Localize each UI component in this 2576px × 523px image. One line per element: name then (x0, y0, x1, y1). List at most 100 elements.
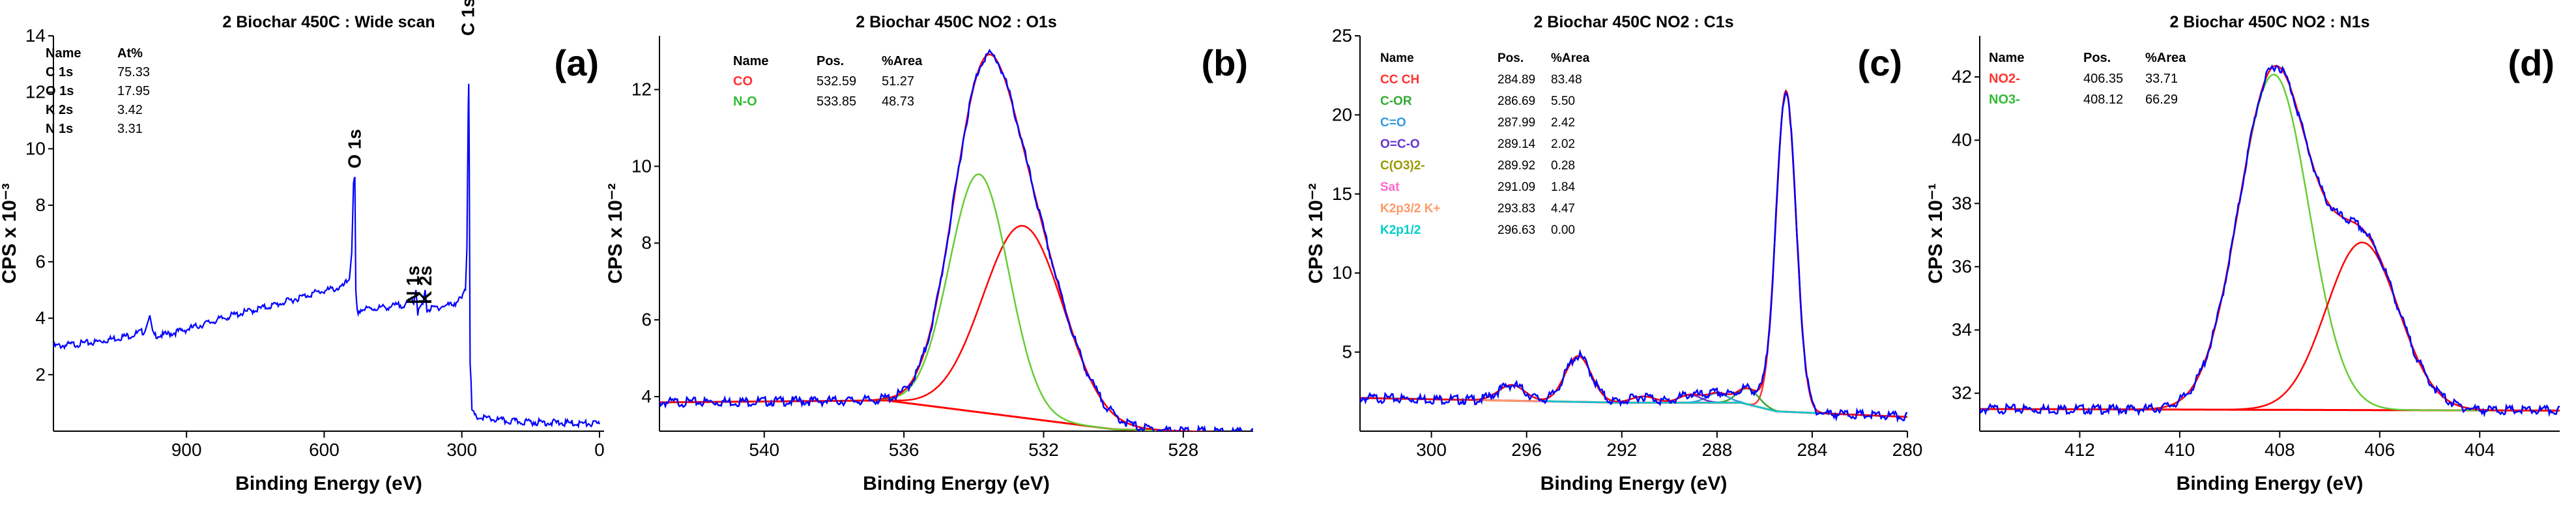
y-tick-label: 4 (35, 308, 46, 328)
y-axis-label: CPS x 10⁻¹ (1925, 183, 1946, 283)
table-cell: 17.95 (117, 84, 150, 98)
x-tick-label: 532 (1028, 440, 1059, 460)
table-cell: K 2s (46, 103, 73, 117)
y-tick-label: 5 (1342, 342, 1352, 362)
chart-title: 2 Biochar 450C NO2 : C1s (1533, 13, 1733, 31)
y-axis-label: CPS x 10⁻² (605, 183, 626, 283)
x-tick-label: 300 (446, 440, 477, 460)
table-header: Name (1989, 51, 2024, 65)
table-cell: 296.63 (1498, 223, 1535, 237)
table-cell: 2.42 (1551, 116, 1575, 130)
peak-annotation: N 1s (403, 266, 423, 304)
series-measured-data (1980, 64, 2560, 417)
x-tick-label: 0 (594, 440, 605, 460)
peak-annotation: K 2s (415, 266, 435, 304)
series-survey-line (53, 83, 601, 429)
chart-title: 2 Biochar 450C : Wide scan (222, 13, 435, 31)
table-header: At% (117, 46, 143, 61)
panel-label: (d) (2508, 42, 2554, 83)
x-tick-label: 284 (1797, 440, 1828, 460)
chart-panel-a: 2 Biochar 450C : Wide scan (a) 900 600 300 0 2… (0, 0, 605, 494)
table-cell: CO (733, 74, 753, 89)
x-axis-label: Binding Energy (eV) (1541, 473, 1728, 494)
table-cell: NO2- (1989, 72, 2020, 86)
table-cell: 4.47 (1551, 202, 1575, 216)
table-cell: 293.83 (1498, 202, 1535, 216)
x-tick-label: 292 (1606, 440, 1637, 460)
x-tick-label: 528 (1168, 440, 1198, 460)
y-tick-label: 6 (35, 251, 46, 272)
table-cell: K2p3/2 K+ (1380, 202, 1440, 216)
y-tick-label: 12 (631, 79, 652, 100)
chart-panel-d: 2 Biochar 450C NO2 : N1s (d) 412 410 408 406 4… (1925, 13, 2560, 494)
y-tick-label: 32 (1952, 383, 1972, 403)
y-tick-label: 8 (641, 233, 652, 253)
table-cell: 3.31 (117, 122, 143, 136)
panel-label: (b) (1201, 42, 1248, 83)
y-tick-label: 4 (641, 386, 652, 406)
table-cell: 532.59 (817, 74, 856, 89)
fit-table: Name At% C 1s 75.33 O 1s 17.95 K 2s 3.42 N 1s 3.3… (46, 46, 150, 136)
fit-table: Name Pos. %Area CO 532.59 51.27 N-O 533.85 48.73 (733, 54, 923, 109)
y-tick-label: 12 (25, 82, 46, 102)
table-cell: C 1s (46, 65, 73, 79)
x-axis-label: Binding Energy (eV) (863, 473, 1050, 494)
y-tick-label: 38 (1952, 193, 1972, 213)
x-tick-label: 412 (2064, 440, 2095, 460)
y-tick-label: 40 (1952, 130, 1972, 150)
fit-table: Name Pos. %Area NO2- 406.35 33.71 NO3- 408.12 66… (1989, 51, 2186, 107)
table-header: Name (1380, 51, 1414, 65)
x-tick-label: 296 (1511, 440, 1542, 460)
x-tick-label: 288 (1701, 440, 1732, 460)
y-axis-label: CPS x 10⁻³ (0, 183, 20, 283)
plot-area (53, 83, 601, 429)
table-header: %Area (2145, 51, 2186, 65)
table-cell: 291.09 (1498, 180, 1535, 194)
y-tick-label: 34 (1952, 320, 1972, 340)
x-tick-label: 404 (2465, 440, 2495, 460)
table-cell: 289.92 (1498, 159, 1535, 173)
x-tick-label: 408 (2265, 440, 2295, 460)
panel-label: (c) (1858, 42, 1902, 83)
x-tick-label: 900 (171, 440, 202, 460)
table-cell: 406.35 (2083, 72, 2123, 86)
table-header: Pos. (2083, 51, 2111, 65)
series-measured-data (1360, 90, 1907, 423)
x-tick-label: 540 (749, 440, 779, 460)
table-cell: N-O (733, 94, 757, 109)
table-cell: CC CH (1380, 73, 1419, 87)
table-cell: 66.29 (2145, 92, 2178, 107)
y-tick-label: 25 (1332, 25, 1352, 46)
x-tick-label: 280 (1892, 440, 1923, 460)
table-header: Pos. (1498, 51, 1524, 65)
table-cell: 286.69 (1498, 94, 1535, 108)
x-axis-label: Binding Energy (eV) (235, 473, 422, 494)
table-cell: 1.84 (1551, 180, 1575, 194)
chart-panel-b: 2 Biochar 450C NO2 : O1s (b) 540 536 532 528 4… (605, 13, 1253, 494)
plot-area (1980, 64, 2560, 417)
y-tick-label: 15 (1332, 184, 1352, 204)
series-fit-envelope (1360, 89, 1907, 418)
table-cell: 0.28 (1551, 159, 1575, 173)
table-cell: 2.02 (1551, 137, 1575, 151)
table-cell: 48.73 (882, 94, 914, 109)
table-cell: 51.27 (882, 74, 914, 89)
table-cell: C(O3)2- (1380, 159, 1425, 173)
table-cell: C-OR (1380, 94, 1412, 108)
table-header: Name (46, 46, 81, 61)
table-cell: K2p1/2 (1380, 223, 1421, 237)
panel-label: (a) (555, 42, 599, 83)
table-cell: NO3- (1989, 92, 2020, 107)
fit-table: Name Pos. %Area CC CH 284.89 83.48 C-OR 286.69 5… (1380, 51, 1590, 237)
plot-area (659, 48, 1253, 431)
table-cell: 5.50 (1551, 94, 1575, 108)
table-cell: O 1s (46, 84, 74, 98)
y-tick-label: 42 (1952, 66, 1972, 87)
table-cell: O=C-O (1380, 137, 1420, 151)
y-tick-label: 10 (25, 138, 46, 158)
table-cell: 3.42 (117, 103, 143, 117)
table-header: %Area (882, 54, 923, 68)
y-tick-label: 10 (1332, 262, 1352, 283)
